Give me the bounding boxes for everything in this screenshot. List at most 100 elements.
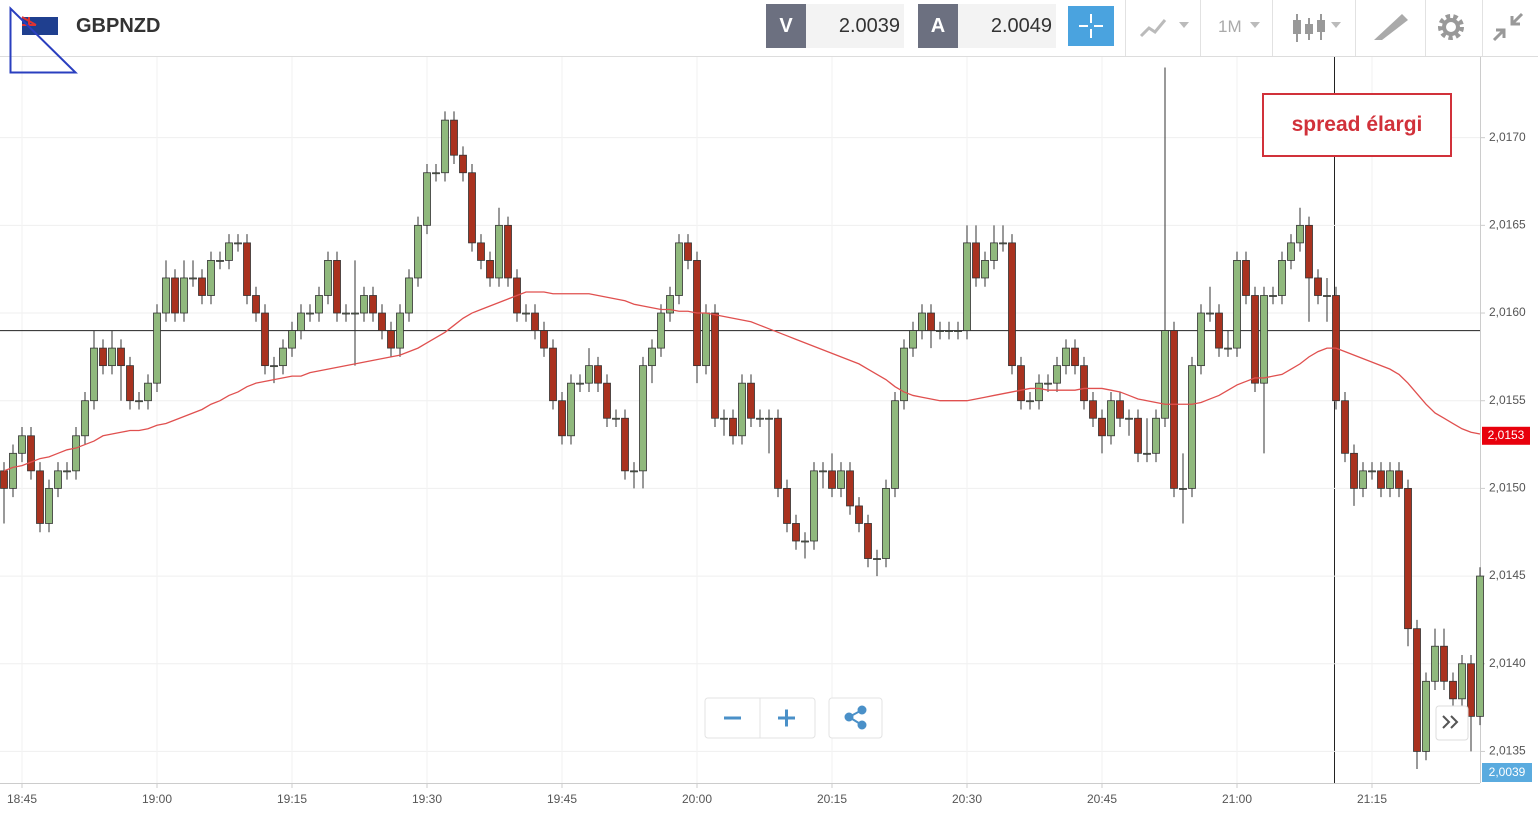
timeframe[interactable]: 1M bbox=[1218, 17, 1242, 36]
candle-body bbox=[882, 487, 890, 559]
candle-body bbox=[1062, 347, 1070, 367]
candle-body bbox=[1422, 680, 1430, 752]
candle-body bbox=[1224, 347, 1232, 350]
candle-body bbox=[1386, 470, 1394, 489]
candle-body bbox=[1431, 645, 1439, 682]
candle-body bbox=[495, 224, 503, 279]
crosshair-button[interactable] bbox=[1068, 6, 1114, 46]
candle-body bbox=[423, 172, 431, 226]
candle-body bbox=[180, 277, 188, 314]
candle-body bbox=[756, 417, 764, 420]
y-tick-label: 2,0135 bbox=[1489, 744, 1526, 758]
candle-body bbox=[351, 312, 359, 315]
candle-body bbox=[18, 435, 26, 454]
buy-label[interactable]: A bbox=[918, 4, 958, 48]
toolbar: GBPNZD V 2.0039 A 2.0049 1M bbox=[0, 0, 1538, 74]
candle-body bbox=[207, 260, 215, 296]
candle-body bbox=[1269, 295, 1277, 297]
candle-body bbox=[1395, 470, 1403, 489]
candle-body bbox=[846, 470, 854, 507]
zoom-in[interactable] bbox=[778, 709, 795, 727]
sell-price[interactable]: 2.0039 bbox=[806, 4, 904, 48]
candle-body bbox=[666, 295, 674, 314]
candle-body bbox=[1161, 330, 1169, 419]
share-icon bbox=[844, 705, 867, 730]
candle-body bbox=[657, 312, 665, 349]
candle-body bbox=[1242, 260, 1250, 296]
candle-body bbox=[396, 312, 404, 349]
candle-body bbox=[819, 470, 827, 473]
candle-body bbox=[0, 470, 8, 489]
candle-body bbox=[585, 365, 593, 384]
y-tick-label: 2,0170 bbox=[1489, 130, 1526, 144]
candle-body bbox=[801, 540, 809, 543]
separator bbox=[1200, 0, 1201, 56]
draw-button[interactable] bbox=[1368, 0, 1418, 56]
candle-body bbox=[1170, 330, 1178, 489]
candle-body bbox=[1233, 260, 1241, 349]
scroll-end-button[interactable] bbox=[1435, 705, 1469, 741]
candle-body bbox=[1125, 417, 1133, 420]
candle-body bbox=[1044, 382, 1052, 385]
candle-body bbox=[198, 277, 206, 296]
candle-body bbox=[891, 400, 899, 489]
candle-type-button[interactable] bbox=[1285, 0, 1355, 56]
y-tick-label: 2,0160 bbox=[1489, 305, 1526, 319]
candle-body bbox=[342, 312, 350, 315]
zoom-controls bbox=[704, 697, 1469, 741]
candle-body bbox=[630, 470, 638, 473]
collapse-button[interactable] bbox=[1488, 0, 1538, 56]
candle-body bbox=[360, 295, 368, 314]
candle-body bbox=[279, 347, 287, 367]
candle-body bbox=[171, 277, 179, 314]
candle-body bbox=[1107, 400, 1115, 437]
candle-body bbox=[153, 312, 161, 384]
symbol: GBPNZD bbox=[76, 15, 161, 37]
candle-body bbox=[963, 242, 971, 331]
x-tick-label: 20:45 bbox=[1087, 792, 1117, 806]
x-tick-label: 19:45 bbox=[547, 792, 577, 806]
candle-body bbox=[1476, 575, 1484, 717]
candle-body bbox=[1287, 242, 1295, 261]
candle-body bbox=[1368, 470, 1376, 473]
candle-body bbox=[63, 470, 71, 473]
share-button[interactable] bbox=[828, 697, 883, 739]
candle-body bbox=[1350, 452, 1358, 489]
x-tick-label: 19:15 bbox=[277, 792, 307, 806]
candle-body bbox=[450, 119, 458, 156]
candle-body bbox=[243, 242, 251, 296]
candle-body bbox=[297, 312, 305, 331]
candle-body bbox=[504, 224, 512, 279]
candle-body bbox=[1458, 663, 1466, 700]
candle-body bbox=[981, 260, 989, 279]
candle-body bbox=[144, 382, 152, 402]
candle-body bbox=[1413, 628, 1421, 752]
candle-body bbox=[738, 382, 746, 437]
sell-label[interactable]: V bbox=[766, 4, 806, 48]
candle-body bbox=[45, 487, 53, 524]
settings-button[interactable] bbox=[1430, 0, 1480, 56]
candle-body bbox=[936, 330, 944, 332]
candle-body bbox=[270, 365, 278, 368]
x-tick-label: 19:00 bbox=[142, 792, 172, 806]
candle-body bbox=[135, 400, 143, 403]
y-tick-label: 2,0145 bbox=[1489, 568, 1526, 582]
candle-body bbox=[369, 295, 377, 314]
chart-type-button[interactable] bbox=[1135, 0, 1195, 56]
candle-body bbox=[927, 312, 935, 331]
candle-body bbox=[783, 487, 791, 524]
y-tick-label: 2,0155 bbox=[1489, 393, 1526, 407]
candle-body bbox=[1134, 417, 1142, 454]
buy-price[interactable]: 2.0049 bbox=[958, 4, 1056, 48]
candle-body bbox=[225, 242, 233, 261]
candle-body bbox=[333, 260, 341, 314]
candle-body bbox=[1377, 470, 1385, 489]
candle-body bbox=[531, 312, 539, 331]
candle-body bbox=[549, 347, 557, 402]
candle-body bbox=[1341, 400, 1349, 454]
candle-body bbox=[432, 172, 440, 175]
candle-body bbox=[1260, 295, 1268, 384]
candle-body bbox=[1296, 224, 1304, 244]
